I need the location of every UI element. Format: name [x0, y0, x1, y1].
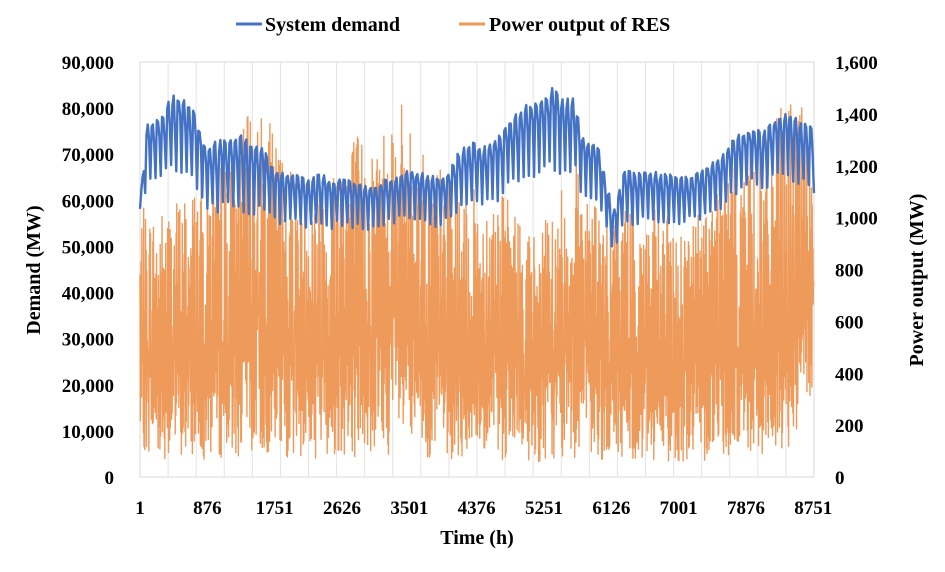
x-tick-label: 6126	[592, 498, 630, 519]
x-tick-label: 876	[193, 498, 222, 519]
demand-line	[138, 86, 816, 248]
x-tick-label: 3501	[390, 498, 428, 519]
y-left-tick-label: 90,000	[62, 53, 114, 74]
y-left-tick-label: 10,000	[62, 422, 114, 443]
x-tick-label: 1	[135, 498, 145, 519]
y-left-tick-label: 60,000	[62, 191, 114, 212]
y-right-tick-label: 200	[835, 416, 864, 437]
x-axis-title: Time (h)	[440, 527, 514, 549]
y-left-tick-label: 0	[105, 468, 115, 489]
x-tick-label: 7001	[660, 498, 698, 519]
legend: System demand Power output of RES	[236, 14, 670, 36]
y-right-tick-label: 400	[835, 364, 864, 385]
legend-label-res: Power output of RES	[489, 14, 670, 36]
y-right-axis-title: Power output (MW)	[906, 194, 928, 367]
demand-series	[138, 86, 816, 248]
y-right-tick-label: 600	[835, 312, 864, 333]
x-tick-label: 8751	[794, 498, 832, 519]
y-left-tick-label: 20,000	[62, 376, 114, 397]
y-right-tick-label: 1,400	[835, 105, 878, 126]
y-left-tick-label: 50,000	[62, 237, 114, 258]
y-right-tick-label: 800	[835, 261, 864, 282]
y-left-axis-title: Demand (MW)	[23, 205, 45, 334]
y-left-tick-label: 70,000	[62, 145, 114, 166]
y-left-axis-ticks: 0 10,000 20,000 30,000 40,000 50,000 60,000 70,…	[62, 53, 114, 489]
y-right-axis-ticks: 0 200 400 600 800 1,000 1,200 1,400 1,600	[835, 53, 878, 489]
x-tick-label: 5251	[525, 498, 563, 519]
legend-label-demand: System demand	[265, 14, 400, 36]
y-left-tick-label: 80,000	[62, 99, 114, 120]
y-right-tick-label: 1,600	[835, 53, 878, 74]
y-right-tick-label: 0	[835, 468, 845, 489]
x-axis-ticks: 1 876 1751 2626 3501 4376 5251 6126 7001 7876 8751	[135, 498, 832, 519]
y-left-tick-label: 30,000	[62, 330, 114, 351]
x-tick-label: 7876	[727, 498, 765, 519]
x-tick-label: 4376	[458, 498, 496, 519]
y-right-tick-label: 1,000	[835, 209, 878, 230]
x-tick-label: 1751	[256, 498, 294, 519]
x-tick-label: 2626	[323, 498, 361, 519]
res-line	[139, 104, 815, 463]
y-right-tick-label: 1,200	[835, 157, 878, 178]
y-left-tick-label: 40,000	[62, 284, 114, 305]
res-series	[139, 104, 815, 463]
